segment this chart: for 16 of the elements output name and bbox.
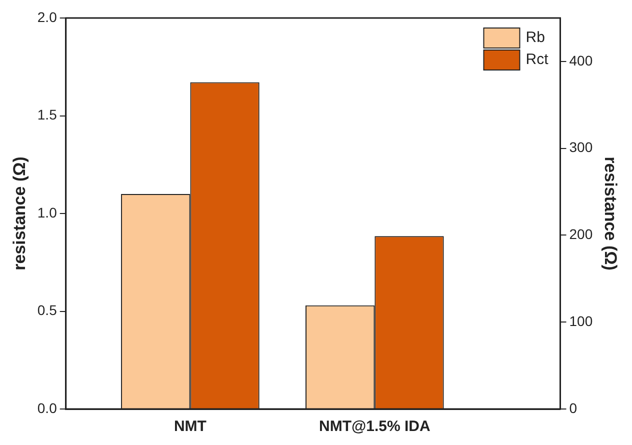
y-tick-label: 0.0 bbox=[37, 400, 58, 416]
y-tick-label: 1.0 bbox=[37, 204, 58, 220]
y2-tick-label: 300 bbox=[569, 139, 593, 156]
legend-label: Rct bbox=[526, 51, 550, 68]
x-tick-label: NMT bbox=[174, 418, 206, 436]
legend-label: Rb bbox=[526, 29, 545, 46]
y-tick-label: 2.0 bbox=[37, 8, 58, 25]
y-axis-title: resistance (Ω) bbox=[10, 156, 29, 270]
x-tick-label: NMT@1.5% IDA bbox=[319, 418, 430, 436]
y2-tick-label: 400 bbox=[569, 52, 593, 68]
y2-tick-label: 200 bbox=[569, 226, 593, 242]
y-tick-label: 1.5 bbox=[37, 106, 58, 123]
y-tick-label: 0.5 bbox=[37, 302, 58, 318]
y2-tick-label: 0 bbox=[569, 400, 578, 416]
y2-tick-label: 100 bbox=[569, 312, 593, 329]
y2-axis-title: resistance (Ω) bbox=[601, 156, 620, 270]
